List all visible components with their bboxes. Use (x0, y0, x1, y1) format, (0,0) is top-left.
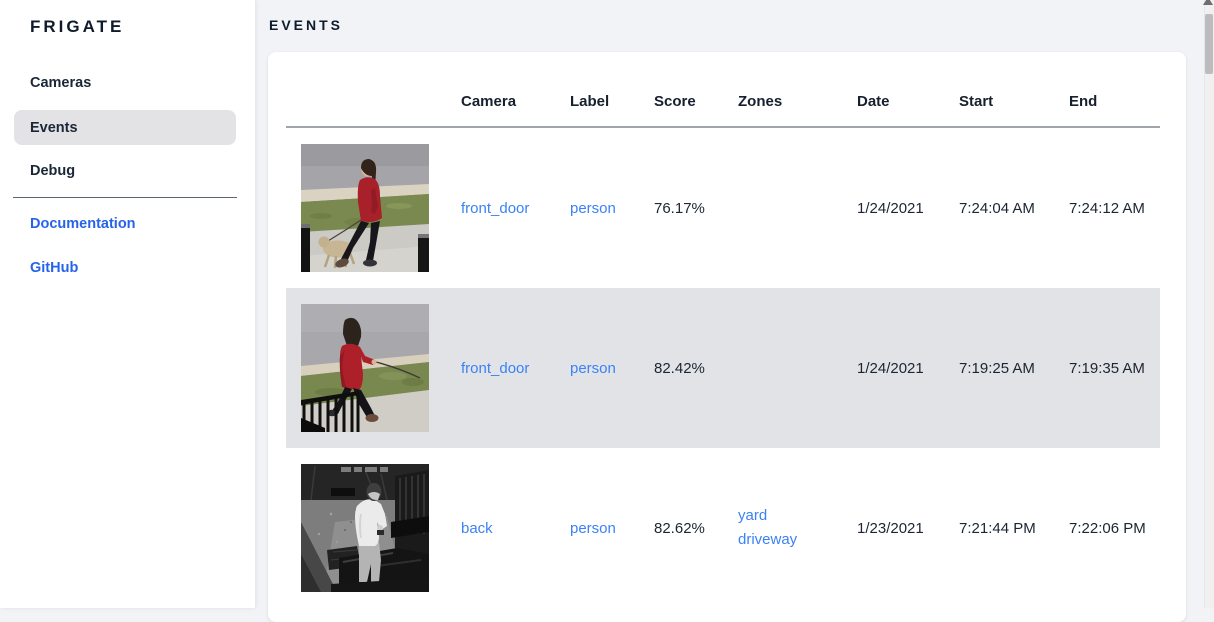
column-header-date: Date (857, 93, 890, 110)
sidebar: FRIGATE Cameras Events Debug Documentati… (0, 0, 255, 608)
page-title: EVENTS (269, 17, 344, 33)
zone-link[interactable]: driveway (738, 531, 798, 548)
date-value: 1/24/2021 (857, 359, 924, 377)
start-time-value: 7:24:04 AM (959, 199, 1035, 217)
sidebar-item-cameras[interactable]: Cameras (30, 75, 92, 91)
camera-link[interactable]: front_door (461, 359, 530, 377)
events-card: Camera Label Score Zones Date Start End (268, 52, 1186, 622)
sidebar-divider (13, 197, 237, 198)
end-time-value: 7:24:12 AM (1069, 199, 1145, 217)
scrollbar-thumb[interactable] (1205, 14, 1213, 74)
scrollbar-up-arrow-icon[interactable] (1203, 0, 1213, 5)
sidebar-item-events-label: Events (30, 119, 78, 136)
score-value: 76.17% (654, 199, 705, 217)
zones-cell: yard driveway (723, 448, 842, 608)
date-value: 1/23/2021 (857, 519, 924, 537)
column-header-thumbnail (286, 52, 446, 126)
column-header-zones: Zones (738, 93, 783, 110)
start-time-value: 7:19:25 AM (959, 359, 1035, 377)
start-time-value: 7:21:44 PM (959, 519, 1036, 537)
event-thumbnail[interactable] (301, 144, 429, 272)
end-time-value: 7:19:35 AM (1069, 359, 1145, 377)
column-header-camera: Camera (461, 93, 517, 110)
main-content: EVENTS Camera Label Score Zones Date Sta… (255, 0, 1214, 622)
table-row-highlighted[interactable]: front_door person 82.42% 1/24/2021 7:19:… (286, 288, 1160, 448)
table-row[interactable]: back person 82.62% yard driveway 1/23/20… (286, 448, 1160, 608)
sidebar-item-events[interactable]: Events (14, 110, 236, 145)
zones-cell (723, 128, 842, 288)
table-header-rule (286, 126, 1160, 128)
column-header-label: Label (570, 93, 610, 110)
scrollbar-track[interactable] (1203, 0, 1214, 608)
end-time-value: 7:22:06 PM (1069, 519, 1146, 537)
label-link[interactable]: person (570, 359, 616, 377)
app-logo: FRIGATE (30, 17, 125, 36)
table-row[interactable]: front_door person 76.17% 1/24/2021 7:24:… (286, 128, 1160, 288)
label-link[interactable]: person (570, 519, 616, 537)
date-value: 1/24/2021 (857, 199, 924, 217)
score-value: 82.62% (654, 519, 705, 537)
column-header-score: Score (654, 93, 696, 110)
sidebar-link-documentation[interactable]: Documentation (30, 216, 136, 232)
camera-link[interactable]: front_door (461, 199, 530, 217)
sidebar-item-debug[interactable]: Debug (30, 163, 76, 179)
sidebar-link-github[interactable]: GitHub (30, 260, 79, 276)
column-header-start: Start (959, 93, 994, 110)
camera-link[interactable]: back (461, 519, 493, 537)
zone-link[interactable]: yard (738, 507, 768, 524)
score-value: 82.42% (654, 359, 705, 377)
event-thumbnail[interactable] (301, 304, 429, 432)
event-thumbnail[interactable] (301, 464, 429, 592)
table-header-row: Camera Label Score Zones Date Start End (286, 52, 1160, 126)
zones-cell (723, 288, 842, 448)
column-header-end: End (1069, 93, 1098, 110)
label-link[interactable]: person (570, 199, 616, 217)
